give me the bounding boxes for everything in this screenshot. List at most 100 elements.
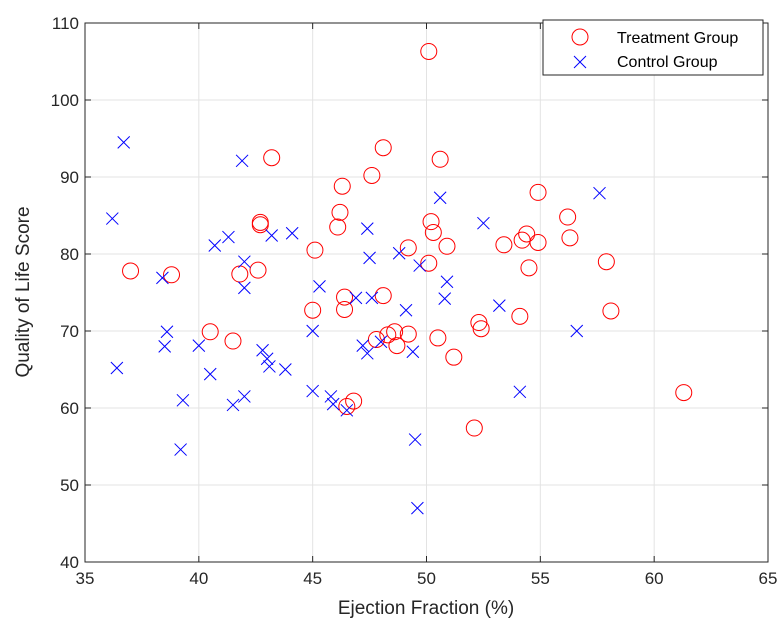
control-point (408, 433, 422, 446)
control-point (306, 384, 320, 398)
control-point (238, 281, 251, 295)
y-tick-label: 110 (52, 14, 79, 33)
control-point (260, 352, 274, 366)
treatment-point (445, 348, 463, 366)
series-treatment (122, 42, 693, 437)
control-point (105, 212, 119, 225)
treatment-point (422, 213, 440, 231)
control-point (156, 271, 169, 285)
control-point (363, 251, 376, 265)
control-point (477, 216, 490, 230)
x-tick-label: 60 (645, 569, 664, 588)
control-point (492, 299, 506, 312)
treatment-point (249, 261, 267, 279)
control-point (360, 346, 374, 360)
control-point (256, 343, 269, 357)
treatment-point (336, 288, 354, 306)
x-tick-label: 50 (417, 569, 436, 588)
treatment-point (511, 307, 529, 325)
control-point (176, 393, 190, 407)
treatment-point (331, 203, 349, 221)
control-point (263, 360, 276, 373)
legend: Treatment Group Control Group (542, 19, 764, 76)
control-point (160, 325, 174, 339)
control-point (392, 246, 406, 260)
treatment-point (363, 166, 381, 184)
treatment-point (472, 320, 490, 338)
treatment-point (495, 236, 513, 254)
control-point (349, 291, 363, 305)
control-point (340, 403, 354, 417)
control-point (440, 275, 454, 289)
treatment-point (429, 329, 447, 347)
treatment-point (675, 384, 693, 402)
control-point (399, 303, 413, 317)
treatment-point (597, 253, 615, 271)
y-tick-label: 70 (60, 322, 79, 341)
treatment-point (420, 42, 438, 60)
y-tick-label: 100 (51, 91, 79, 110)
x-tick-label: 40 (189, 569, 208, 588)
control-point (356, 339, 370, 352)
control-point (326, 397, 340, 411)
control-point (226, 398, 240, 412)
treatment-point (420, 254, 438, 272)
control-point (208, 239, 222, 252)
treatment-point (263, 149, 281, 167)
y-tick-label: 80 (60, 245, 79, 264)
control-point (278, 363, 292, 376)
x-tick-label: 45 (303, 569, 322, 588)
data-points (105, 42, 693, 515)
treatment-point (388, 337, 406, 355)
treatment-point (424, 223, 442, 241)
treatment-point (520, 259, 538, 277)
y-axis-label: Quality of Life Score (13, 206, 34, 377)
treatment-point (561, 229, 579, 247)
y-tick-label: 90 (60, 168, 79, 187)
treatment-point (306, 241, 324, 259)
control-point (306, 324, 320, 338)
treatment-point (529, 233, 547, 251)
treatment-point (122, 262, 140, 280)
treatment-point (374, 287, 392, 305)
treatment-point (338, 397, 356, 415)
treatment-point (163, 266, 181, 284)
treatment-point (465, 419, 483, 437)
treatment-point (304, 301, 322, 319)
control-point (238, 390, 251, 403)
legend-label-treatment: Treatment Group (617, 30, 738, 47)
legend-marker-treatment (571, 28, 589, 46)
treatment-point (336, 300, 354, 318)
treatment-point (602, 302, 620, 320)
treatment-point (399, 239, 417, 257)
control-point (285, 226, 299, 240)
x-tick-label: 65 (759, 569, 778, 588)
x-tick-label: 35 (76, 569, 95, 588)
y-tick-label: 50 (60, 476, 79, 495)
control-point (117, 135, 131, 149)
control-point (360, 222, 374, 235)
control-point (203, 367, 217, 381)
control-point (235, 154, 249, 168)
control-point (374, 335, 388, 349)
control-point (433, 191, 447, 205)
control-point (413, 259, 427, 272)
treatment-point (431, 150, 449, 168)
treatment-point (529, 183, 547, 201)
control-point (158, 340, 172, 353)
treatment-point (224, 332, 242, 350)
control-point (110, 361, 124, 375)
treatment-point (374, 139, 392, 157)
treatment-point (438, 237, 456, 255)
treatment-point (329, 218, 347, 236)
treatment-point (201, 323, 219, 341)
control-point (222, 230, 235, 244)
control-point (411, 501, 424, 515)
treatment-point (559, 208, 577, 226)
grid-lines (85, 23, 768, 562)
control-point (593, 186, 606, 200)
treatment-point (333, 177, 351, 195)
control-point (313, 279, 326, 293)
